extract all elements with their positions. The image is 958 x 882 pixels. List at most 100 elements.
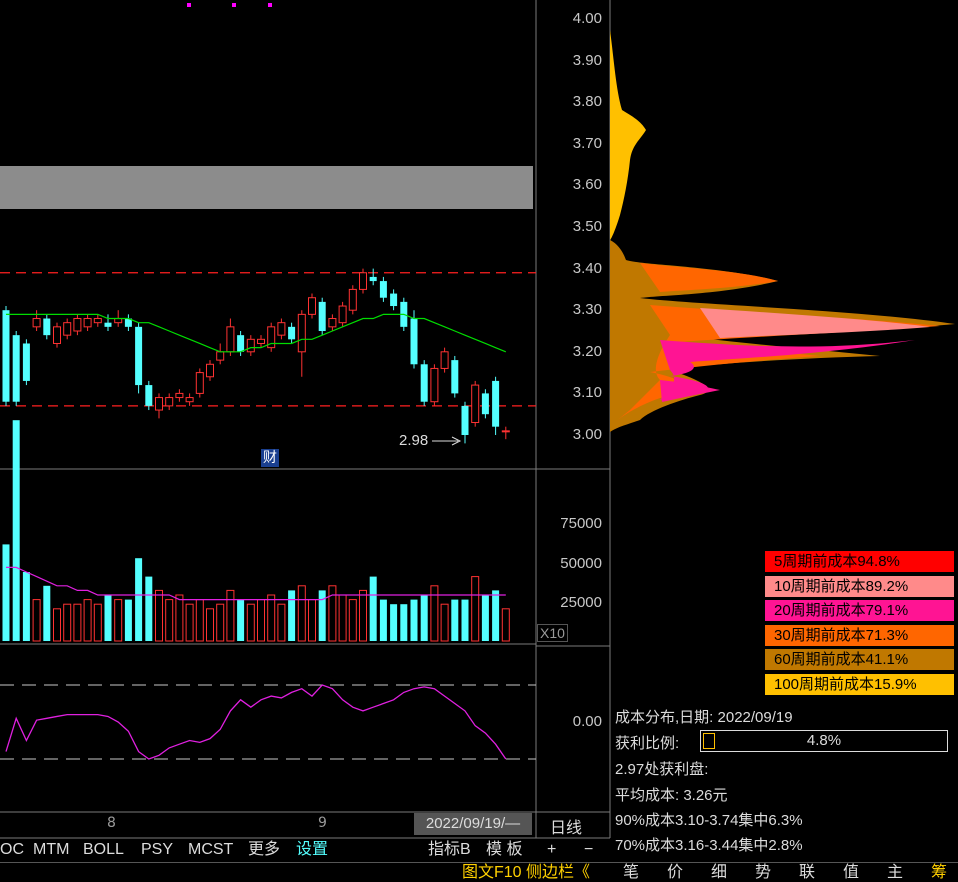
candlestick-series[interactable] bbox=[2, 268, 510, 444]
candle-body[interactable] bbox=[297, 313, 306, 353]
volume-bar[interactable] bbox=[410, 599, 418, 641]
candle-body[interactable] bbox=[390, 293, 398, 307]
period-label[interactable]: 日线 bbox=[550, 818, 583, 837]
bottom-tab[interactable]: 势 bbox=[755, 864, 772, 881]
volume-bar[interactable] bbox=[53, 608, 61, 642]
volume-bar[interactable] bbox=[369, 576, 377, 641]
volume-bar[interactable] bbox=[379, 599, 387, 641]
volume-bar[interactable] bbox=[440, 603, 449, 642]
tab-boll[interactable]: BOLL bbox=[83, 841, 124, 858]
candle-body[interactable] bbox=[216, 351, 225, 361]
bottom-tab[interactable]: 细 bbox=[711, 864, 728, 881]
volume-bar[interactable] bbox=[277, 603, 286, 642]
candle-body[interactable] bbox=[461, 405, 469, 435]
volume-bar[interactable] bbox=[481, 595, 489, 641]
volume-bar[interactable] bbox=[400, 604, 408, 641]
volume-bar[interactable] bbox=[338, 594, 347, 642]
candle-body[interactable] bbox=[237, 335, 245, 352]
volume-bar[interactable] bbox=[73, 603, 82, 642]
volume-bars[interactable] bbox=[2, 420, 510, 642]
volume-bar[interactable] bbox=[288, 590, 296, 641]
candle-body[interactable] bbox=[318, 301, 326, 331]
candle-body[interactable] bbox=[63, 322, 72, 336]
bottom-tab[interactable]: 联 bbox=[799, 864, 816, 881]
candle-body[interactable] bbox=[369, 276, 377, 282]
bottom-tab[interactable]: 值 bbox=[843, 864, 860, 881]
tab-settings[interactable]: 设置 bbox=[296, 841, 329, 858]
bottom-tab[interactable]: 主 bbox=[887, 864, 904, 881]
volume-bar[interactable] bbox=[43, 585, 51, 641]
candle-body[interactable] bbox=[32, 318, 41, 328]
candle-body[interactable] bbox=[359, 272, 367, 290]
candle-body[interactable] bbox=[155, 397, 163, 411]
template-button[interactable]: 模 板 bbox=[486, 841, 523, 858]
volume-bar[interactable] bbox=[104, 595, 112, 641]
candle-body[interactable] bbox=[135, 326, 143, 386]
candle-body[interactable] bbox=[492, 380, 500, 427]
candle-body[interactable] bbox=[410, 318, 418, 365]
bottom-tab[interactable]: 筹 bbox=[931, 864, 948, 881]
volume-bar[interactable] bbox=[83, 599, 92, 642]
candle-body[interactable] bbox=[195, 372, 204, 394]
candle-body[interactable] bbox=[22, 343, 30, 381]
candle-body[interactable] bbox=[308, 297, 316, 315]
volume-bar[interactable] bbox=[32, 599, 41, 642]
candle-body[interactable] bbox=[175, 392, 184, 399]
volume-bar[interactable] bbox=[124, 599, 132, 641]
zoom-out-button[interactable]: − bbox=[584, 841, 594, 858]
tab-oc[interactable]: OC bbox=[0, 841, 24, 858]
volume-bar[interactable] bbox=[318, 590, 326, 641]
candle-body[interactable] bbox=[73, 318, 82, 332]
volume-bar[interactable] bbox=[471, 576, 480, 642]
candle-body[interactable] bbox=[2, 310, 10, 402]
candle-body[interactable] bbox=[420, 364, 428, 402]
candle-body[interactable] bbox=[267, 326, 276, 349]
candle-body[interactable] bbox=[124, 318, 132, 327]
candle-body[interactable] bbox=[185, 397, 194, 403]
candle-body[interactable] bbox=[328, 318, 337, 328]
candle-body[interactable] bbox=[481, 393, 489, 415]
tab-mtm[interactable]: MTM bbox=[33, 841, 70, 858]
volume-bar[interactable] bbox=[165, 599, 174, 642]
volume-bar[interactable] bbox=[175, 594, 184, 642]
volume-bar[interactable] bbox=[93, 603, 102, 642]
volume-bar[interactable] bbox=[430, 585, 439, 642]
volume-bar[interactable] bbox=[226, 589, 235, 642]
zoom-in-button[interactable]: + bbox=[547, 841, 557, 858]
candle-body[interactable] bbox=[501, 430, 510, 433]
candle-body[interactable] bbox=[430, 367, 439, 403]
candle-body[interactable] bbox=[338, 305, 347, 324]
f10-sidebar-link[interactable]: 图文F10 侧边栏《 bbox=[462, 864, 591, 881]
candle-body[interactable] bbox=[226, 326, 235, 353]
volume-bar[interactable] bbox=[328, 585, 337, 642]
candle-body[interactable] bbox=[114, 318, 123, 324]
volume-bar[interactable] bbox=[206, 608, 214, 642]
candle-body[interactable] bbox=[348, 288, 357, 311]
tab-more[interactable]: 更多 bbox=[248, 841, 281, 858]
volume-bar[interactable] bbox=[501, 608, 510, 642]
candle-body[interactable] bbox=[206, 363, 214, 378]
candle-body[interactable] bbox=[104, 322, 112, 327]
candle-body[interactable] bbox=[83, 318, 92, 328]
volume-bar[interactable] bbox=[12, 420, 20, 641]
tab-psy[interactable]: PSY bbox=[141, 841, 174, 858]
volume-bar[interactable] bbox=[135, 558, 143, 641]
volume-bar[interactable] bbox=[461, 599, 469, 641]
candle-body[interactable] bbox=[145, 385, 153, 406]
candle-body[interactable] bbox=[288, 326, 296, 340]
candle-body[interactable] bbox=[246, 338, 255, 353]
volume-bar[interactable] bbox=[297, 585, 306, 642]
volume-bar[interactable] bbox=[155, 589, 163, 642]
candle-body[interactable] bbox=[12, 335, 20, 402]
candle-body[interactable] bbox=[165, 397, 174, 407]
volume-bar[interactable] bbox=[237, 599, 245, 641]
candle-body[interactable] bbox=[440, 351, 449, 369]
volume-bar[interactable] bbox=[2, 544, 10, 641]
tab-mcst[interactable]: MCST bbox=[188, 841, 234, 858]
finance-badge-icon[interactable]: 财 bbox=[261, 449, 279, 467]
candle-body[interactable] bbox=[451, 360, 459, 394]
volume-bar[interactable] bbox=[246, 603, 255, 642]
volume-bar[interactable] bbox=[22, 572, 30, 641]
volume-bar[interactable] bbox=[195, 599, 204, 642]
